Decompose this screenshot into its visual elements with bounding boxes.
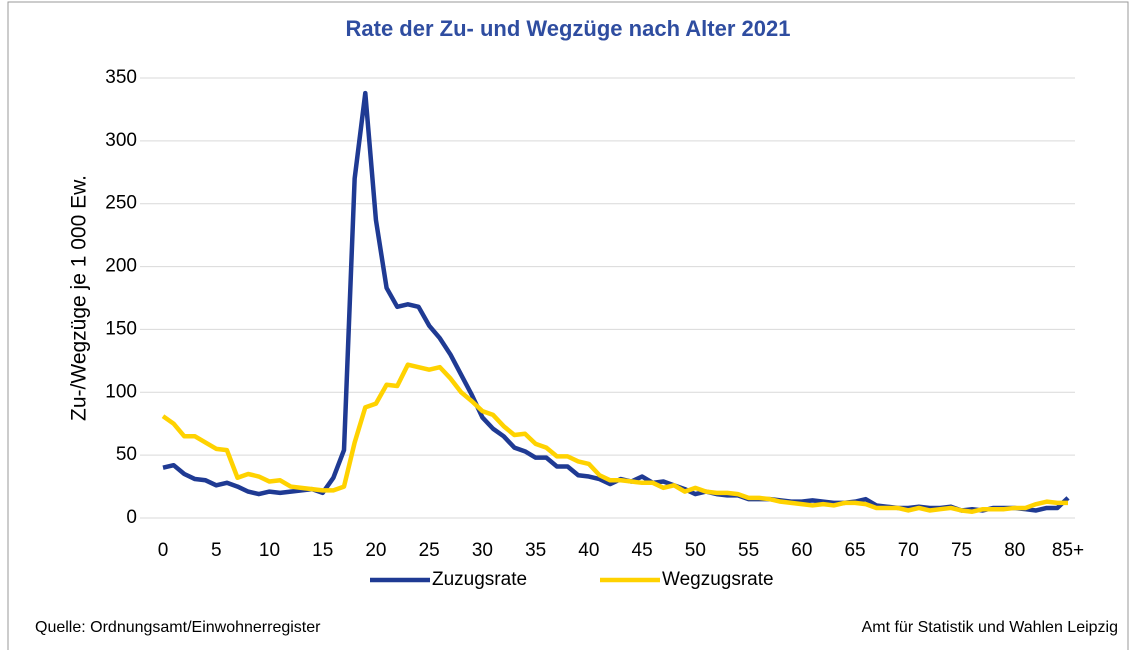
chart-title: Rate der Zu- und Wegzüge nach Alter 2021 — [346, 16, 791, 41]
credit-note: Amt für Statistik und Wahlen Leipzig — [862, 619, 1118, 636]
x-tick-label: 65 — [844, 540, 865, 561]
legend-label: Zuzugsrate — [432, 569, 527, 590]
x-tick-label: 45 — [632, 540, 653, 561]
x-tick-label: 5 — [211, 540, 222, 561]
y-tick-label: 200 — [105, 256, 137, 277]
x-tick-label: 30 — [472, 540, 493, 561]
data-line — [162, 90, 1070, 513]
x-tick-label: 15 — [312, 540, 333, 561]
x-tick-label: 70 — [898, 540, 919, 561]
y-tick-label: 100 — [105, 381, 137, 402]
x-tick-label: 85+ — [1052, 540, 1084, 561]
x-tick-label: 40 — [578, 540, 599, 561]
x-tick-label: 20 — [365, 540, 386, 561]
data-line — [161, 362, 1068, 514]
x-tick-label: 80 — [1004, 540, 1025, 561]
y-tick-label: 0 — [126, 507, 137, 528]
y-tick-label: 350 — [105, 67, 137, 88]
x-tick-label: 55 — [738, 540, 759, 561]
x-tick-label: 75 — [951, 540, 972, 561]
x-tick-label: 50 — [685, 540, 706, 561]
y-tick-label: 150 — [105, 318, 137, 339]
y-tick-label: 300 — [105, 130, 137, 151]
y-tick-label: 50 — [116, 444, 137, 465]
x-tick-label: 0 — [158, 540, 169, 561]
legend-label: Wegzugsrate — [662, 569, 774, 590]
x-tick-label: 10 — [259, 540, 280, 561]
chart-frame — [7, 1, 1129, 650]
source-note: Quelle: Ordnungsamt/Einwohnerregister — [35, 619, 321, 636]
y-tick-label: 250 — [105, 193, 137, 214]
x-tick-label: 60 — [791, 540, 812, 561]
x-tick-label: 25 — [419, 540, 440, 561]
y-axis-label: Zu-/Wegzüge je 1 000 Ew. — [68, 175, 91, 421]
x-tick-label: 35 — [525, 540, 546, 561]
